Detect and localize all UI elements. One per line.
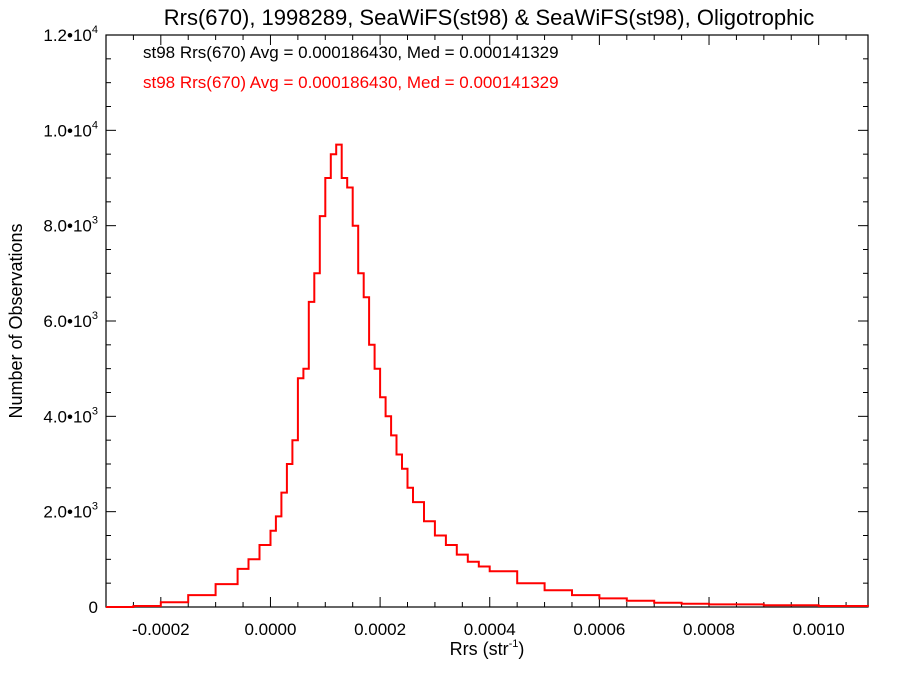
x-tick-label: 0.0002: [354, 620, 406, 639]
legend-entry: st98 Rrs(670) Avg = 0.000186430, Med = 0…: [143, 43, 559, 62]
x-axis-label: Rrs (str-1): [450, 638, 525, 659]
x-tick-label: 0.0000: [244, 620, 296, 639]
x-tick-label: 0.0010: [793, 620, 845, 639]
y-tick-label: 2.0•103: [43, 501, 98, 522]
y-tick-label: 6.0•103: [43, 310, 98, 331]
axis-ticks: [105, 34, 868, 608]
x-tick-label: 0.0006: [573, 620, 625, 639]
x-tick-label: 0.0008: [683, 620, 735, 639]
x-axis-label-text: Rrs (str: [450, 639, 509, 659]
y-tick-label: 4.0•103: [43, 405, 98, 426]
y-tick-labels: 0 2.0•103 4.0•103 6.0•103 8.0•103 1.0•104 1.2•…: [43, 24, 98, 617]
plot-frame: [105, 34, 869, 608]
x-tick-label: -0.0002: [132, 620, 190, 639]
histogram-line: [106, 143, 869, 608]
y-tick-label: 1.0•104: [43, 119, 98, 140]
y-tick-label: 0: [89, 598, 98, 617]
x-axis-label-superscript: -1: [509, 638, 519, 650]
legend-entry: st98 Rrs(670) Avg = 0.000186430, Med = 0…: [143, 73, 559, 92]
y-axis-label: Number of Observations: [6, 223, 26, 418]
y-tick-label: 1.2•104: [43, 24, 98, 45]
chart-title: Rrs(670), 1998289, SeaWiFS(st98) & SeaWi…: [164, 5, 814, 30]
y-tick-label: 8.0•103: [43, 215, 98, 236]
x-tick-label: 0.0004: [464, 620, 516, 639]
x-tick-labels: -0.0002 0.0000 0.0002 0.0004 0.0006 0.0008 0.0…: [132, 620, 845, 639]
legend: st98 Rrs(670) Avg = 0.000186430, Med = 0…: [143, 43, 559, 92]
series-layer: [106, 143, 869, 608]
x-axis-label-end: ): [518, 639, 524, 659]
